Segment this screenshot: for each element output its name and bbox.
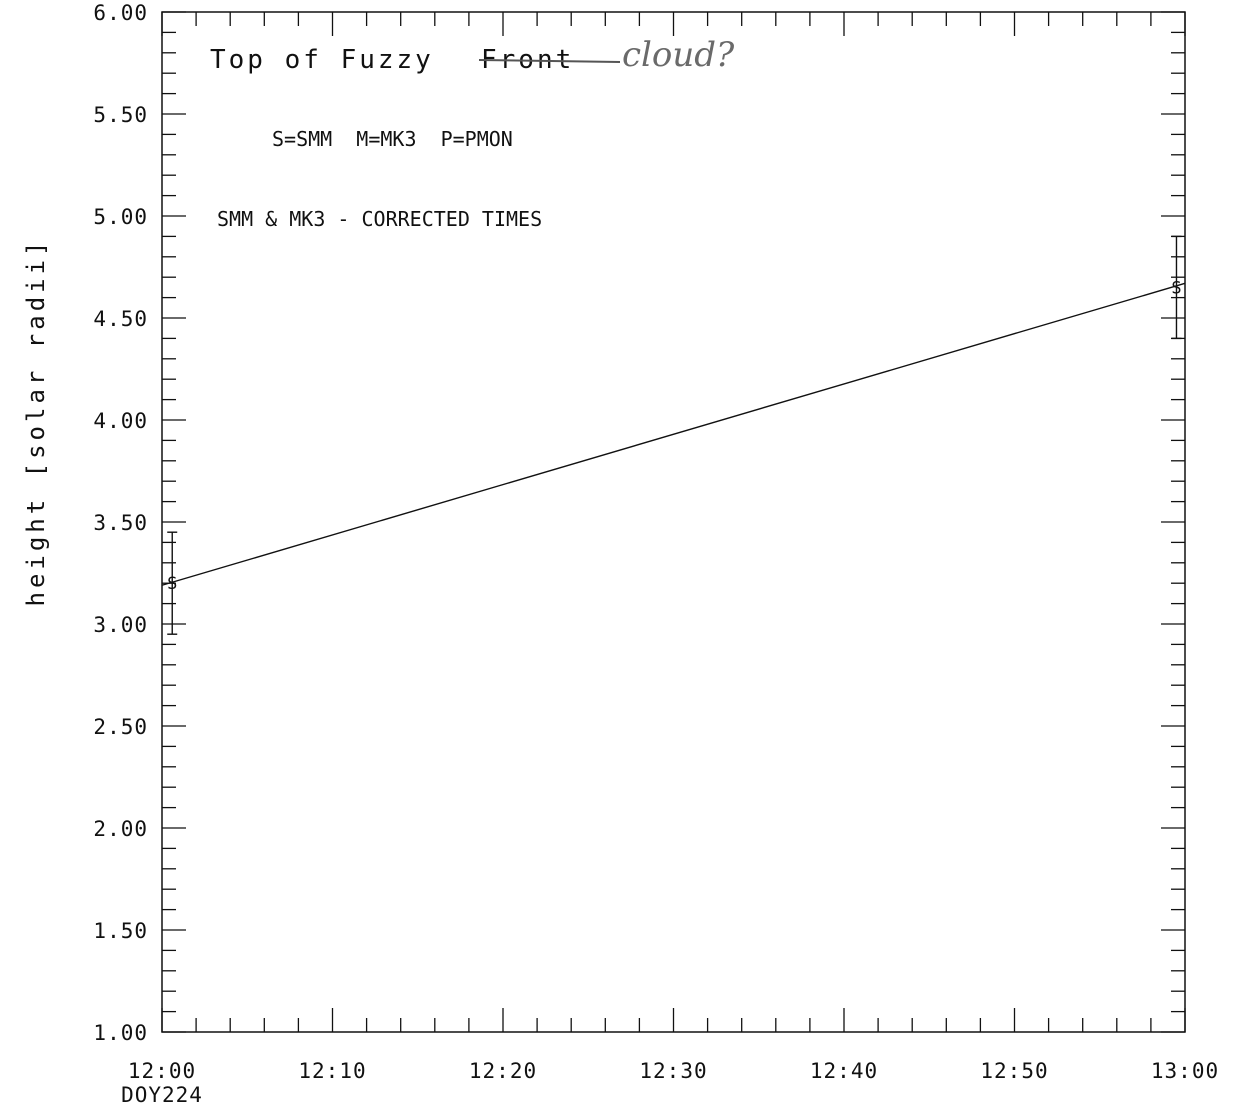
y-tick-label: 4.00 [93, 409, 148, 433]
chart-title: Top of Fuzzy [210, 45, 434, 75]
y-axis-tick-labels: 1.00 1.50 2.00 2.50 3.00 3.50 4.00 4.50 5.00 5.50… [93, 1, 148, 1045]
x-tick-label: 12:10 [298, 1059, 366, 1083]
y-tick-label: 1.50 [93, 919, 148, 943]
y-tick-label: 2.50 [93, 715, 148, 739]
data-point-marker: S [1171, 278, 1181, 298]
axis-ticks [161, 11, 1186, 1033]
plot-frame [161, 11, 1186, 1033]
y-tick-label: 3.50 [93, 511, 148, 535]
x-tick-label: 12:50 [980, 1059, 1048, 1083]
x-tick-label: 12:00 [128, 1059, 196, 1083]
x-axis-tick-labels: 12:00 12:10 12:20 12:30 12:40 12:50 13:00 [128, 1059, 1219, 1083]
handwritten-note: cloud? [622, 35, 735, 75]
x-tick-label: 12:40 [810, 1059, 878, 1083]
corrected-times-note: SMM & MK3 - CORRECTED TIMES [217, 207, 542, 231]
y-tick-label: 3.00 [93, 613, 148, 637]
y-tick-label: 6.00 [93, 1, 148, 25]
x-tick-label: 12:20 [469, 1059, 537, 1083]
y-tick-label: 4.50 [93, 307, 148, 331]
y-tick-label: 1.00 [93, 1021, 148, 1045]
data-series: SS [161, 235, 1186, 635]
y-tick-label: 5.50 [93, 103, 148, 127]
strike-through-line [478, 59, 621, 63]
x-tick-label: 13:00 [1151, 1059, 1219, 1083]
y-tick-label: 2.00 [93, 817, 148, 841]
x-axis-sublabel: DOY224 [121, 1083, 203, 1107]
legend-key: S=SMM M=MK3 P=PMON [272, 127, 513, 151]
data-point-marker: S [167, 574, 177, 594]
x-tick-label: 12:30 [639, 1059, 707, 1083]
y-tick-label: 5.00 [93, 205, 148, 229]
y-axis-label: height [solar radii] [22, 238, 50, 607]
fit-line [161, 282, 1186, 586]
